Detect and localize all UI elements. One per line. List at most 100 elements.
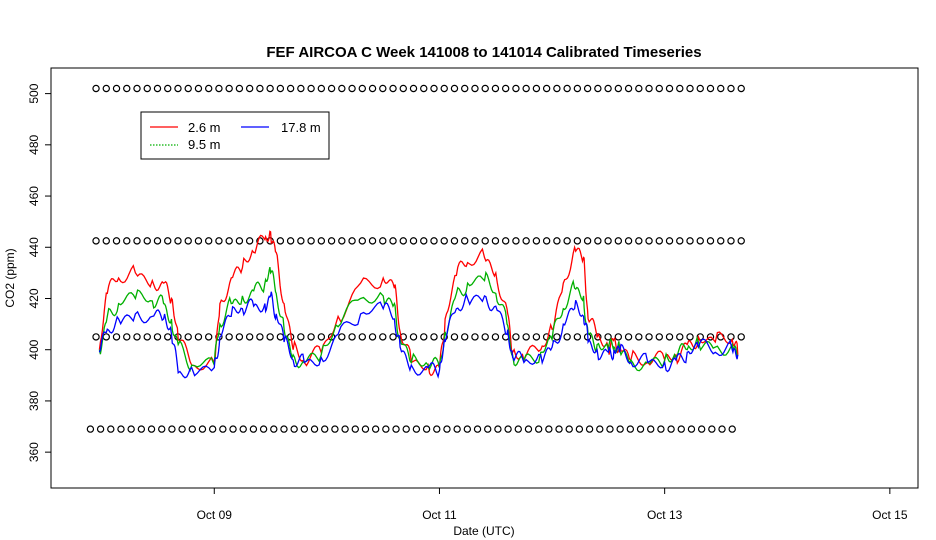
calibration-point xyxy=(450,84,459,93)
calibration-point xyxy=(225,84,233,93)
calibration-point xyxy=(471,84,479,93)
calibration-point xyxy=(96,425,105,433)
calibration-point xyxy=(440,237,448,245)
calibration-point xyxy=(645,333,653,341)
calibration-point xyxy=(624,333,633,341)
calibration-point xyxy=(514,425,522,433)
calibration-point xyxy=(491,84,500,93)
calibration-point xyxy=(321,425,329,433)
calibration-point xyxy=(596,425,604,433)
calibration-point xyxy=(225,333,233,341)
calibration-point xyxy=(542,237,551,245)
y-tick-label: 380 xyxy=(27,391,41,411)
calibration-point xyxy=(686,84,694,93)
calibration-point xyxy=(697,425,706,433)
calibration-point xyxy=(583,84,592,93)
calibration-point xyxy=(553,237,561,245)
calibration-point xyxy=(317,237,326,245)
calibration-point xyxy=(229,425,237,433)
calibration-point xyxy=(198,425,207,433)
legend-label-9-5m: 9.5 m xyxy=(188,137,221,152)
calibration-point xyxy=(361,425,370,433)
calibration-point xyxy=(194,84,203,93)
calibration-point xyxy=(686,237,694,245)
calibration-point xyxy=(153,237,162,245)
calibration-point xyxy=(647,425,655,433)
calibration-point xyxy=(208,425,217,433)
calibration-point xyxy=(358,333,367,341)
calibration-point xyxy=(379,237,387,245)
calibration-point xyxy=(655,84,663,93)
calibration-point xyxy=(368,237,377,245)
calibration-point xyxy=(545,425,553,433)
calibration-point xyxy=(153,333,162,341)
calibration-point xyxy=(317,84,326,93)
calibration-point xyxy=(512,237,520,245)
calibration-point xyxy=(338,237,346,245)
calibration-point xyxy=(422,425,431,433)
calibration-point xyxy=(471,237,479,245)
calibration-point xyxy=(184,333,192,341)
calibration-point xyxy=(219,425,227,433)
calibration-point xyxy=(636,425,645,433)
calibration-point xyxy=(504,425,512,433)
calibration-point xyxy=(371,425,380,433)
calibration-point xyxy=(657,425,665,433)
calibration-point xyxy=(655,237,663,245)
calibration-point xyxy=(358,237,367,245)
calibration-point xyxy=(614,237,623,245)
calibration-point xyxy=(412,425,421,433)
calibration-point xyxy=(542,84,551,93)
calibration-point xyxy=(256,84,264,93)
y-tick-label: 440 xyxy=(27,237,41,257)
calibration-point xyxy=(225,237,233,245)
legend: 2.6 m 9.5 m 17.8 m xyxy=(140,111,330,160)
calibration-point xyxy=(107,425,115,433)
calibration-point xyxy=(127,425,135,433)
calibration-point xyxy=(143,237,151,245)
calibration-point xyxy=(338,333,346,341)
calibration-point xyxy=(665,333,674,341)
series-line-9-5-m xyxy=(98,266,739,373)
calibration-point xyxy=(463,425,472,433)
calibration-point xyxy=(204,333,213,341)
calibration-point xyxy=(86,425,95,433)
calibration-point xyxy=(327,84,336,93)
calibration-point xyxy=(399,237,407,245)
calibration-point xyxy=(563,237,571,245)
legend-label-17-8m: 17.8 m xyxy=(281,120,321,135)
calibration-point xyxy=(399,84,407,93)
calibration-point xyxy=(92,84,100,93)
calibration-point xyxy=(102,333,110,341)
calibration-point xyxy=(184,237,192,245)
calibration-point xyxy=(133,84,141,93)
calibration-point xyxy=(389,237,397,245)
calibration-point xyxy=(133,333,141,341)
calibration-point xyxy=(153,84,162,93)
calibration-point xyxy=(92,237,100,245)
legend-label-2-6m: 2.6 m xyxy=(188,120,221,135)
calibration-point xyxy=(133,237,141,245)
calibration-point xyxy=(616,425,624,433)
calibration-point xyxy=(606,425,614,433)
y-tick-label: 500 xyxy=(27,83,41,103)
calibration-point xyxy=(440,84,448,93)
calibration-point xyxy=(409,333,418,341)
calibration-point xyxy=(235,237,244,245)
calibration-point xyxy=(706,237,715,245)
calibration-point xyxy=(604,84,612,93)
calibration-point xyxy=(235,333,244,341)
calibration-point xyxy=(266,84,274,93)
calibration-point xyxy=(164,333,172,341)
legend-box xyxy=(140,111,330,160)
calibration-point xyxy=(473,425,482,433)
calibration-point xyxy=(585,425,594,433)
calibration-point xyxy=(532,84,541,93)
calibration-point xyxy=(624,237,633,245)
calibration-point xyxy=(450,237,459,245)
calibration-point xyxy=(635,84,643,93)
series-line-2-6-m xyxy=(98,230,739,377)
calibration-point xyxy=(379,84,387,93)
calibration-point xyxy=(430,333,438,341)
